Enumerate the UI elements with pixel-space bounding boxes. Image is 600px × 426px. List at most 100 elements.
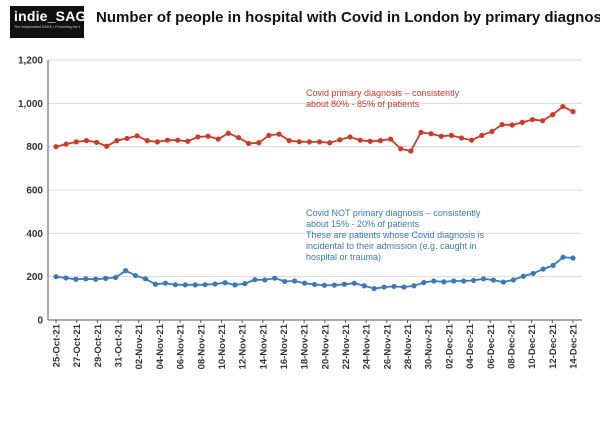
data-point-not-primary-diagnosis <box>341 281 347 287</box>
data-point-primary-diagnosis <box>529 116 536 123</box>
y-tick-label: 1,000 <box>18 99 43 110</box>
x-tick-label: 12-Nov-21 <box>238 323 249 369</box>
data-point-primary-diagnosis <box>418 129 424 135</box>
data-point-not-primary-diagnosis <box>540 266 546 272</box>
data-point-primary-diagnosis <box>306 139 313 145</box>
data-point-primary-diagnosis <box>458 135 465 141</box>
data-point-not-primary-diagnosis <box>182 282 188 288</box>
data-point-primary-diagnosis <box>195 134 201 140</box>
data-point-primary-diagnosis <box>256 140 262 146</box>
data-point-primary-diagnosis <box>296 139 302 145</box>
data-point-not-primary-diagnosis <box>351 280 357 286</box>
data-point-primary-diagnosis <box>246 140 252 147</box>
data-point-primary-diagnosis <box>398 146 404 152</box>
data-point-primary-diagnosis <box>428 131 434 137</box>
data-point-not-primary-diagnosis <box>441 279 447 285</box>
data-point-not-primary-diagnosis <box>411 283 417 289</box>
data-point-not-primary-diagnosis <box>500 279 507 285</box>
data-point-primary-diagnosis <box>154 139 160 145</box>
x-tick-label: 02-Nov-21 <box>134 323 145 369</box>
x-tick-label: 16-Nov-21 <box>279 323 290 369</box>
data-point-primary-diagnosis <box>357 137 363 143</box>
data-point-not-primary-diagnosis <box>301 280 308 286</box>
data-point-primary-diagnosis <box>448 132 454 138</box>
data-point-primary-diagnosis <box>489 128 495 135</box>
data-point-not-primary-diagnosis <box>560 254 566 260</box>
y-tick-label: 800 <box>26 142 43 153</box>
data-point-not-primary-diagnosis <box>113 274 119 281</box>
data-point-not-primary-diagnosis <box>262 277 268 283</box>
x-tick-label: 04-Dec-21 <box>465 323 476 369</box>
indie-sage-logo: indie_SAGE The independent SAGE • Promot… <box>10 6 96 38</box>
data-point-primary-diagnosis <box>387 136 394 142</box>
data-point-not-primary-diagnosis <box>212 281 218 287</box>
annotation-not-primary-diagnosis: incidental to their admission (e.g. caug… <box>306 241 477 251</box>
data-point-primary-diagnosis <box>276 131 282 137</box>
data-point-not-primary-diagnosis <box>421 279 427 286</box>
x-tick-label: 08-Nov-21 <box>196 323 207 369</box>
data-point-not-primary-diagnosis <box>461 278 467 284</box>
data-point-not-primary-diagnosis <box>480 276 487 282</box>
x-tick-label: 14-Dec-21 <box>569 323 580 369</box>
data-point-primary-diagnosis <box>124 135 130 142</box>
logo-tagline: The independent SAGE • Promoting the sci… <box>14 25 80 29</box>
data-point-not-primary-diagnosis <box>331 282 337 288</box>
x-tick-label: 14-Nov-21 <box>258 323 269 369</box>
x-tick-label: 20-Nov-21 <box>320 323 331 369</box>
x-tick-label: 28-Nov-21 <box>403 323 414 369</box>
y-tick-label: 0 <box>37 316 43 327</box>
data-point-primary-diagnosis <box>438 133 444 139</box>
data-point-primary-diagnosis <box>175 137 181 143</box>
x-tick-label: 30-Nov-21 <box>424 323 435 369</box>
data-point-not-primary-diagnosis <box>282 278 288 285</box>
data-point-primary-diagnosis <box>205 133 211 139</box>
data-point-primary-diagnosis <box>185 138 191 144</box>
data-point-primary-diagnosis <box>377 138 383 144</box>
data-point-primary-diagnosis <box>225 130 231 136</box>
data-point-not-primary-diagnosis <box>232 282 238 288</box>
data-point-not-primary-diagnosis <box>192 282 198 288</box>
x-tick-label: 24-Nov-21 <box>362 323 373 369</box>
data-point-not-primary-diagnosis <box>311 281 318 288</box>
data-point-not-primary-diagnosis <box>172 282 178 288</box>
data-point-not-primary-diagnosis <box>292 278 298 284</box>
x-tick-label: 29-Oct-21 <box>93 323 104 367</box>
x-tick-label: 18-Nov-21 <box>300 323 311 369</box>
x-tick-label: 10-Nov-21 <box>217 323 228 369</box>
data-point-primary-diagnosis <box>215 136 221 142</box>
data-point-not-primary-diagnosis <box>451 278 457 284</box>
data-point-primary-diagnosis <box>347 134 353 140</box>
series-line-primary-diagnosis <box>55 105 574 153</box>
data-point-primary-diagnosis <box>164 137 171 143</box>
data-point-primary-diagnosis <box>266 132 272 138</box>
data-point-primary-diagnosis <box>408 148 414 154</box>
data-point-not-primary-diagnosis <box>132 272 139 279</box>
data-point-primary-diagnosis <box>114 138 120 144</box>
data-point-not-primary-diagnosis <box>401 284 407 290</box>
data-point-primary-diagnosis <box>73 139 79 145</box>
data-point-not-primary-diagnosis <box>242 281 248 287</box>
data-point-not-primary-diagnosis <box>520 273 526 279</box>
data-point-primary-diagnosis <box>144 138 150 144</box>
data-point-primary-diagnosis <box>469 137 475 143</box>
data-point-primary-diagnosis <box>479 132 485 138</box>
data-point-not-primary-diagnosis <box>381 284 387 290</box>
data-point-not-primary-diagnosis <box>162 280 168 286</box>
y-tick-label: 1,200 <box>18 56 43 67</box>
data-point-not-primary-diagnosis <box>530 270 536 277</box>
data-point-primary-diagnosis <box>83 138 90 144</box>
annotation-primary-diagnosis: Covid primary diagnosis – consistently <box>306 88 460 98</box>
annotation-not-primary-diagnosis: hospital or trauma) <box>306 252 381 262</box>
data-point-not-primary-diagnosis <box>490 277 497 283</box>
x-tick-label: 02-Dec-21 <box>444 323 455 369</box>
x-tick-label: 31-Oct-21 <box>114 323 125 367</box>
data-point-not-primary-diagnosis <box>470 277 477 283</box>
data-point-primary-diagnosis <box>539 118 546 124</box>
data-point-not-primary-diagnosis <box>142 276 149 282</box>
data-point-primary-diagnosis <box>316 139 323 145</box>
y-tick-label: 600 <box>26 186 43 197</box>
data-point-not-primary-diagnosis <box>252 277 258 283</box>
data-point-primary-diagnosis <box>519 119 525 125</box>
x-tick-label: 06-Nov-21 <box>176 323 187 369</box>
